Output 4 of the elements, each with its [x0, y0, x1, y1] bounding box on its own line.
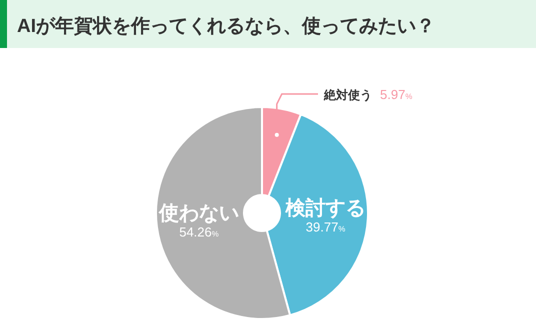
chart-title: AIが年賀状を作ってくれるなら、使ってみたい？ [17, 16, 435, 37]
slice-label: 検討する [284, 196, 366, 220]
slice-label: 使わない [158, 202, 239, 224]
slice-label: 絶対使う [323, 88, 372, 102]
